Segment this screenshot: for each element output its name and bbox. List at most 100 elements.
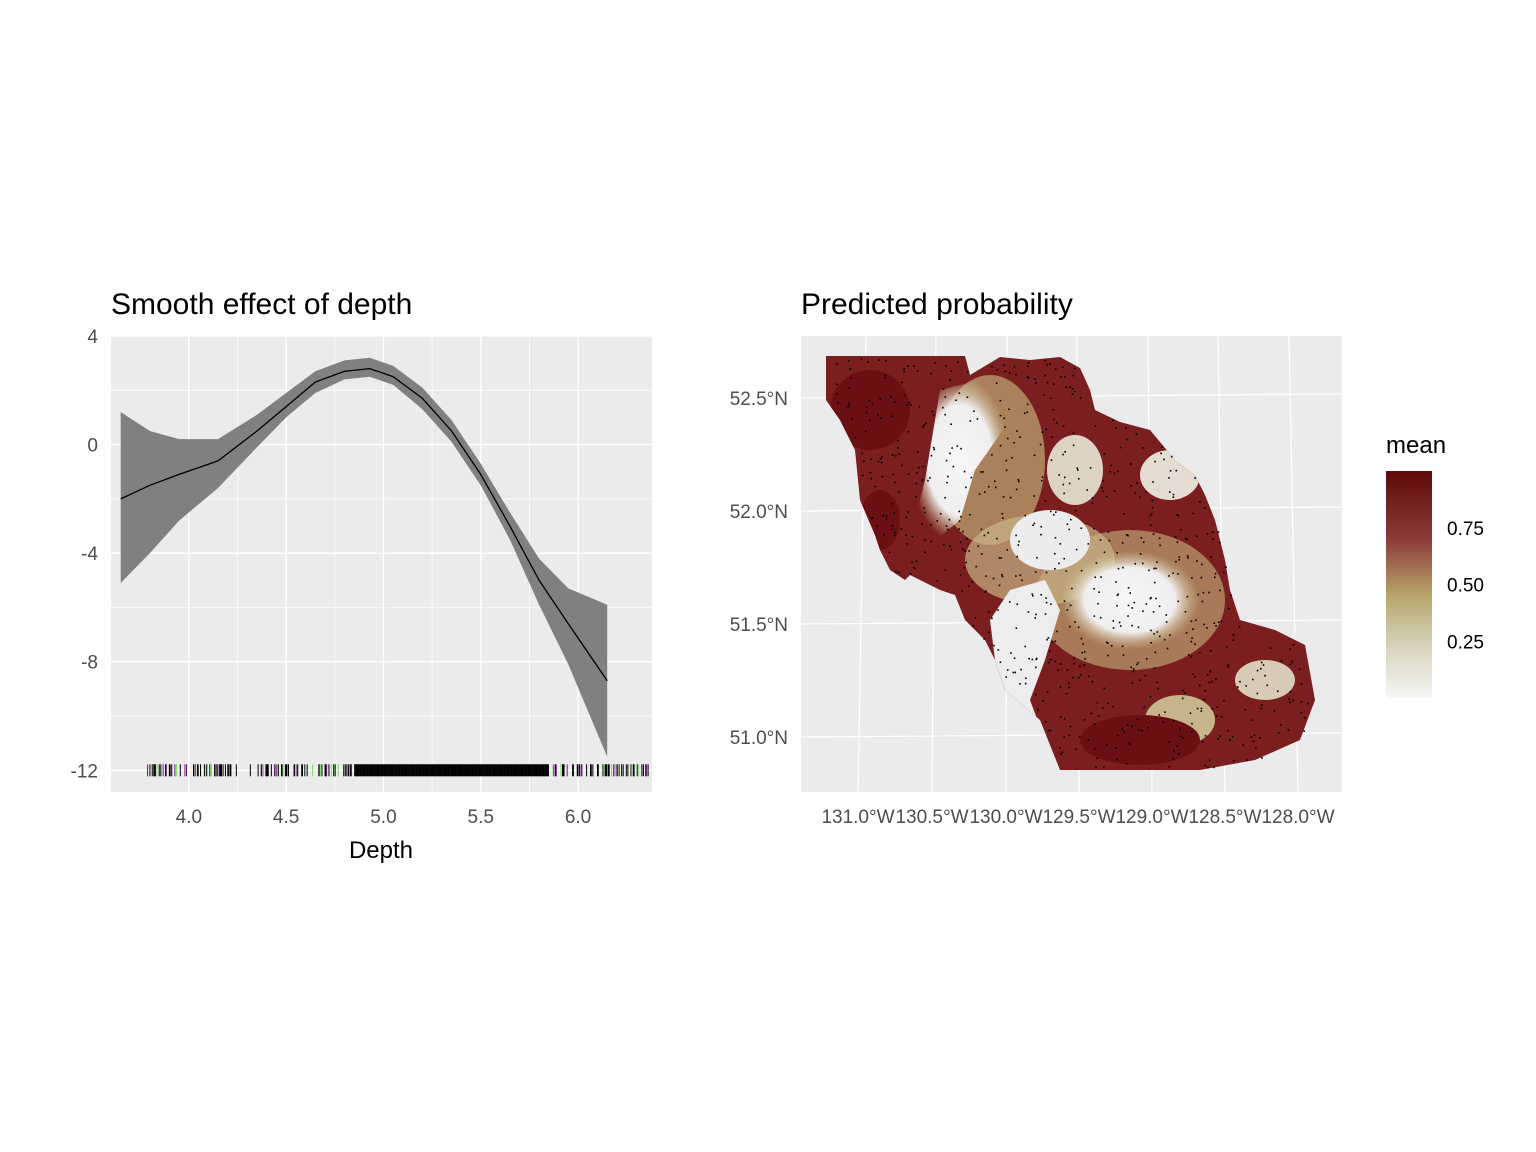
sample-point <box>966 396 969 399</box>
sample-point <box>1031 658 1034 661</box>
sample-point <box>890 396 892 398</box>
sample-point <box>848 404 851 406</box>
sample-point <box>1200 707 1203 710</box>
sample-point <box>1072 444 1075 447</box>
sample-point <box>1203 623 1205 626</box>
sample-point <box>1094 425 1097 427</box>
sample-point <box>1015 488 1018 491</box>
sample-point <box>1005 459 1008 462</box>
sample-point <box>1261 704 1263 706</box>
lat-tick-label: 51.5°N <box>730 615 788 636</box>
sample-point <box>991 365 993 368</box>
sample-point <box>1107 654 1109 657</box>
sample-point <box>1102 766 1105 768</box>
sample-point <box>1255 747 1257 750</box>
sample-point <box>1054 660 1056 663</box>
sample-point <box>1063 557 1065 560</box>
sample-point <box>910 404 912 406</box>
sample-point <box>1053 514 1055 516</box>
sample-point <box>1256 669 1259 672</box>
sample-point <box>1024 645 1026 648</box>
sample-point <box>1001 512 1004 515</box>
sample-point <box>1115 581 1117 583</box>
sample-point <box>1043 394 1045 396</box>
sample-point <box>1211 680 1213 683</box>
sample-point <box>1122 512 1125 515</box>
sample-point <box>1033 495 1035 497</box>
sample-point <box>1292 699 1295 702</box>
sample-point <box>1059 747 1061 749</box>
sample-point <box>980 553 983 555</box>
sample-point <box>980 528 983 531</box>
sample-point <box>1040 525 1043 528</box>
sample-point <box>1251 719 1254 721</box>
sample-point <box>957 361 959 363</box>
sample-point <box>1054 368 1057 370</box>
sample-point <box>1175 469 1178 472</box>
sample-point <box>1261 757 1263 759</box>
sample-point <box>1137 661 1140 664</box>
sample-point <box>1062 425 1065 428</box>
lon-tick-label: 128.0°W <box>1261 807 1334 828</box>
sample-point <box>1093 527 1095 530</box>
sample-point <box>1209 670 1212 672</box>
sample-point <box>1066 669 1069 671</box>
sample-point <box>958 510 961 513</box>
sample-point <box>1034 617 1036 619</box>
sample-point <box>1212 766 1215 769</box>
sample-point <box>1191 577 1193 579</box>
sample-point <box>1176 541 1179 543</box>
sample-point <box>1063 600 1066 602</box>
sample-point <box>1172 757 1175 760</box>
sample-point <box>1002 517 1004 519</box>
sample-point <box>1177 753 1180 755</box>
sample-point <box>1015 534 1017 537</box>
sample-point <box>1046 364 1049 366</box>
sample-point <box>936 580 939 582</box>
sample-point <box>1130 485 1133 487</box>
sample-point <box>1288 698 1290 700</box>
sample-point <box>1089 467 1092 469</box>
sample-point <box>1103 687 1106 690</box>
sample-point <box>973 410 975 412</box>
sample-point <box>1090 712 1093 715</box>
lon-tick-label: 129.5°W <box>1042 807 1115 828</box>
sample-point <box>1172 749 1175 752</box>
sample-point <box>1242 744 1245 747</box>
sample-point <box>1033 522 1036 525</box>
sample-point <box>915 496 917 498</box>
sample-point <box>1105 641 1108 644</box>
sample-point <box>1163 458 1165 461</box>
sample-point <box>911 561 913 564</box>
lon-tick-label: 128.5°W <box>1188 807 1261 828</box>
sample-point <box>1176 513 1178 516</box>
lon-tick-label: 130.0°W <box>969 807 1042 828</box>
sample-point <box>1010 652 1012 654</box>
sample-point <box>1129 743 1131 745</box>
sample-point <box>1093 615 1096 617</box>
sample-point <box>1160 452 1162 455</box>
legend-tick-label: 0.25 <box>1447 632 1484 653</box>
sample-point <box>918 466 920 469</box>
sample-point <box>1059 716 1062 718</box>
sample-point <box>876 525 879 528</box>
sample-point <box>1069 625 1071 628</box>
sample-point <box>1080 527 1083 529</box>
sample-point <box>884 376 886 379</box>
sample-point <box>977 545 980 548</box>
sample-point <box>1015 373 1017 376</box>
sample-point <box>1136 718 1139 720</box>
sample-point <box>1198 684 1201 687</box>
sample-point <box>946 528 949 531</box>
sample-point <box>1026 411 1029 414</box>
sample-point <box>900 528 903 530</box>
sample-point <box>1075 748 1077 751</box>
sample-point <box>918 405 921 408</box>
sample-point <box>1207 673 1209 676</box>
sample-point <box>1037 708 1039 711</box>
sample-point <box>1066 523 1069 525</box>
sample-point <box>1001 575 1004 578</box>
sample-point <box>1262 664 1265 666</box>
sample-point <box>1060 376 1062 378</box>
sample-point <box>1045 597 1047 599</box>
